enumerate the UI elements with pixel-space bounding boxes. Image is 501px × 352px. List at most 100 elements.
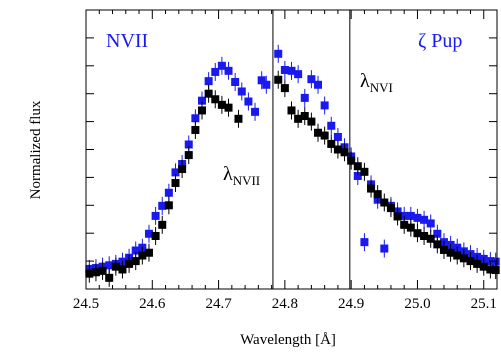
- data-point-blue: [420, 215, 429, 224]
- data-point-blue: [198, 96, 207, 105]
- data-point-blue: [353, 172, 362, 181]
- data-point-black: [327, 139, 336, 148]
- data-point-black: [217, 100, 226, 109]
- data-point-blue: [406, 211, 415, 220]
- data-point-blue: [164, 188, 173, 197]
- data-point-black: [178, 165, 187, 174]
- data-point-black: [393, 212, 402, 221]
- data-point-black: [459, 254, 468, 263]
- data-point-black: [406, 223, 415, 232]
- data-point-black: [85, 269, 94, 278]
- data-point-black: [280, 84, 289, 93]
- data-point-black: [314, 128, 323, 137]
- x-tick-label: 25.1: [471, 296, 497, 312]
- data-point-black: [144, 248, 153, 257]
- data-point-black: [287, 106, 296, 115]
- data-point-blue: [280, 65, 289, 74]
- annotation-star: ζ Pup: [418, 30, 462, 52]
- data-point-black: [300, 112, 309, 121]
- data-point-blue: [231, 77, 240, 86]
- data-point-blue: [144, 229, 153, 238]
- annotation-line2-lambda: λ: [360, 70, 370, 92]
- data-point-black: [367, 184, 376, 193]
- data-point-black: [184, 151, 193, 160]
- data-point-blue: [307, 75, 316, 84]
- vertical-line-layer: [272, 10, 351, 289]
- data-point-blue: [294, 70, 303, 79]
- x-tick-label: 24.7: [205, 296, 232, 312]
- data-point-blue: [211, 67, 220, 76]
- data-point-blue: [287, 66, 296, 75]
- x-tick-label: 24.6: [139, 296, 166, 312]
- data-point-black: [386, 204, 395, 213]
- data-point-black: [224, 103, 233, 112]
- annotation-line1-sub: NVII: [233, 173, 260, 188]
- x-axis-title: Wavelength [Å]: [240, 332, 336, 348]
- data-point-blue: [257, 76, 266, 85]
- data-point-black: [307, 117, 316, 126]
- data-point-blue: [433, 229, 442, 238]
- data-point-black: [204, 89, 213, 98]
- data-point-blue: [191, 114, 200, 123]
- x-tick-label: 24.5: [73, 296, 99, 312]
- data-point-black: [118, 265, 127, 274]
- data-point-black: [420, 231, 429, 240]
- data-point-blue: [224, 66, 233, 75]
- data-point-blue: [262, 80, 271, 89]
- data-point-blue: [426, 219, 435, 228]
- data-point-black: [400, 220, 409, 229]
- data-point-blue: [360, 238, 369, 247]
- data-point-black: [111, 262, 120, 271]
- data-point-black: [105, 273, 114, 282]
- data-point-blue: [171, 168, 180, 177]
- data-point-black: [164, 201, 173, 210]
- data-point-black: [234, 114, 243, 123]
- data-point-blue: [327, 121, 336, 130]
- data-point-black: [433, 240, 442, 249]
- data-point-black: [486, 265, 495, 274]
- x-tick-label: 24.9: [338, 296, 364, 312]
- data-point-black: [131, 257, 140, 266]
- data-point-blue: [333, 132, 342, 141]
- data-point-black: [198, 106, 207, 115]
- data-point-black: [360, 167, 369, 176]
- data-point-black: [294, 114, 303, 123]
- data-point-blue: [413, 213, 422, 222]
- data-point-blue: [131, 246, 140, 255]
- data-point-blue: [158, 201, 167, 210]
- data-point-black: [353, 162, 362, 171]
- tick-layer: 24.5 24.6 24.7 24.8 24.9 25.0 25.1: [73, 9, 498, 312]
- data-point-black: [347, 156, 356, 165]
- data-point-blue: [204, 77, 213, 86]
- data-point-blue: [251, 107, 260, 116]
- x-tick-label: 25.0: [404, 296, 430, 312]
- data-point-black: [479, 262, 488, 271]
- data-point-blue: [237, 87, 246, 96]
- annotation-line1-lambda: λ: [223, 163, 233, 185]
- data-point-black: [125, 259, 134, 268]
- data-point-black: [446, 248, 455, 257]
- data-point-black: [320, 131, 329, 140]
- data-point-black: [151, 231, 160, 240]
- annotation-ion: NVII: [106, 30, 148, 52]
- data-point-black: [91, 268, 100, 277]
- data-point-black: [211, 95, 220, 104]
- annotation-line2: λNVI: [360, 70, 393, 95]
- annotation-line2-sub: NVI: [370, 80, 393, 95]
- data-point-black: [473, 259, 482, 268]
- series-layer: [85, 44, 500, 287]
- data-point-blue: [320, 101, 329, 110]
- data-point-black: [191, 125, 200, 134]
- data-point-black: [426, 234, 435, 243]
- data-point-black: [171, 178, 180, 187]
- data-point-black: [340, 148, 349, 157]
- x-tick-label: 24.8: [272, 296, 298, 312]
- data-point-black: [274, 75, 283, 84]
- data-point-black: [439, 245, 448, 254]
- data-point-black: [158, 220, 167, 229]
- data-point-black: [373, 190, 382, 199]
- data-point-black: [413, 229, 422, 238]
- data-point-blue: [314, 80, 323, 89]
- data-point-black: [333, 145, 342, 154]
